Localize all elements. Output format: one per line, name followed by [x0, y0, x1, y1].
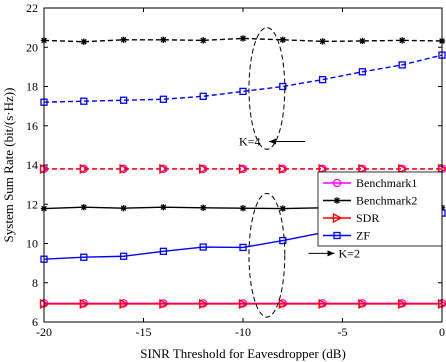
- k2-arrowhead: [327, 250, 335, 257]
- series-zf-k4: [40, 51, 446, 106]
- data-point: [398, 163, 408, 175]
- data-point: [399, 37, 406, 44]
- x-axis-label: SINR Threshold for Eavesdropper (dB): [140, 346, 346, 361]
- data-point: [159, 163, 169, 175]
- data-point: [239, 87, 247, 96]
- data-point: [359, 37, 366, 45]
- y-tick-label: 12: [26, 197, 38, 211]
- data-point: [239, 204, 247, 212]
- data-point: [79, 298, 90, 310]
- legend-label: Benchmark2: [356, 194, 417, 208]
- y-tick-label: 8: [32, 276, 38, 290]
- data-point: [199, 92, 207, 100]
- x-tick-label: -10: [235, 325, 251, 339]
- plot-frame: [43, 7, 443, 323]
- data-point: [318, 298, 328, 310]
- series-line: [43, 37, 443, 43]
- k4-ellipse: [248, 27, 286, 150]
- legend-entry: Benchmark2: [323, 194, 417, 208]
- data-point: [199, 243, 207, 251]
- data-point: [318, 163, 328, 175]
- y-tick-label: 14: [26, 158, 38, 172]
- legend-box: [317, 171, 443, 247]
- data-point: [199, 298, 209, 310]
- data-point: [80, 203, 87, 211]
- data-point: [159, 247, 168, 256]
- data-point: [278, 163, 289, 175]
- legend-marker: [333, 231, 341, 240]
- data-point: [279, 82, 287, 91]
- data-point: [279, 236, 287, 245]
- k4-label: K=4: [239, 134, 260, 148]
- data-point: [238, 298, 249, 310]
- data-point: [358, 163, 368, 175]
- data-point: [239, 35, 247, 42]
- legend-label: Benchmark1: [356, 176, 417, 190]
- data-point: [239, 243, 247, 252]
- y-tick-label: 18: [26, 80, 38, 94]
- data-point: [119, 163, 129, 175]
- data-point: [318, 75, 327, 84]
- data-point: [238, 163, 249, 175]
- data-point: [358, 68, 367, 76]
- data-point: [120, 204, 127, 212]
- x-tick-label: -5: [338, 325, 348, 339]
- y-tick-label: 16: [26, 119, 38, 133]
- series-line: [43, 54, 443, 103]
- y-tick-label: 6: [32, 315, 38, 329]
- legend-marker: [332, 178, 342, 188]
- data-point: [200, 204, 207, 211]
- data-point: [79, 163, 90, 175]
- data-point: [278, 298, 289, 310]
- data-point: [319, 38, 326, 45]
- y-tick-label: 22: [26, 1, 38, 15]
- data-point: [200, 37, 207, 44]
- legend-entry: SDR: [323, 211, 379, 225]
- data-point: [199, 163, 209, 175]
- series-sdr-k2: [39, 298, 446, 310]
- y-axis-label: System Sum Rate (bit/(s·Hz)): [1, 88, 16, 243]
- data-point: [160, 203, 167, 211]
- legend-marker: [332, 212, 343, 224]
- y-tick-label: 20: [26, 40, 38, 54]
- data-point: [279, 205, 286, 212]
- x-tick-label: -15: [136, 325, 152, 339]
- data-point: [119, 96, 128, 104]
- legend-marker: [333, 197, 341, 204]
- legend-label: SDR: [356, 211, 379, 225]
- legend-entry: ZF: [323, 229, 370, 243]
- data-point: [80, 97, 88, 105]
- data-point: [279, 36, 286, 43]
- k4-arrowhead: [269, 138, 277, 145]
- axes: -20 -15 -10 -5 0 6 8 10 12 14 16 18 20 22: [26, 1, 445, 339]
- data-point: [160, 36, 167, 43]
- legend: Benchmark1 Benchmark2 SDR ZF: [317, 171, 443, 247]
- annotation-group: K=4 K=2: [239, 27, 360, 318]
- k2-ellipse: [248, 192, 286, 318]
- k2-label: K=2: [339, 246, 360, 260]
- data-point: [159, 95, 168, 103]
- series-sdr-k4: [39, 163, 446, 175]
- y-tick-label: 10: [26, 237, 38, 251]
- x-tick-label: 0: [439, 325, 445, 339]
- legend-label: ZF: [356, 229, 370, 243]
- data-point: [80, 38, 87, 45]
- data-point: [398, 298, 408, 310]
- legend-entry: Benchmark1: [323, 176, 417, 190]
- data-point: [159, 298, 169, 310]
- x-tick-label: -20: [36, 325, 52, 339]
- data-point: [120, 36, 127, 43]
- data-point: [119, 298, 129, 310]
- data-point: [80, 253, 88, 261]
- data-point: [398, 61, 406, 69]
- data-point: [358, 298, 368, 310]
- data-point: [119, 252, 128, 260]
